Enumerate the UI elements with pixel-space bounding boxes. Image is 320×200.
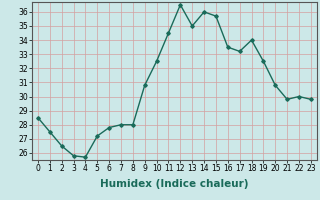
X-axis label: Humidex (Indice chaleur): Humidex (Indice chaleur) (100, 179, 249, 189)
